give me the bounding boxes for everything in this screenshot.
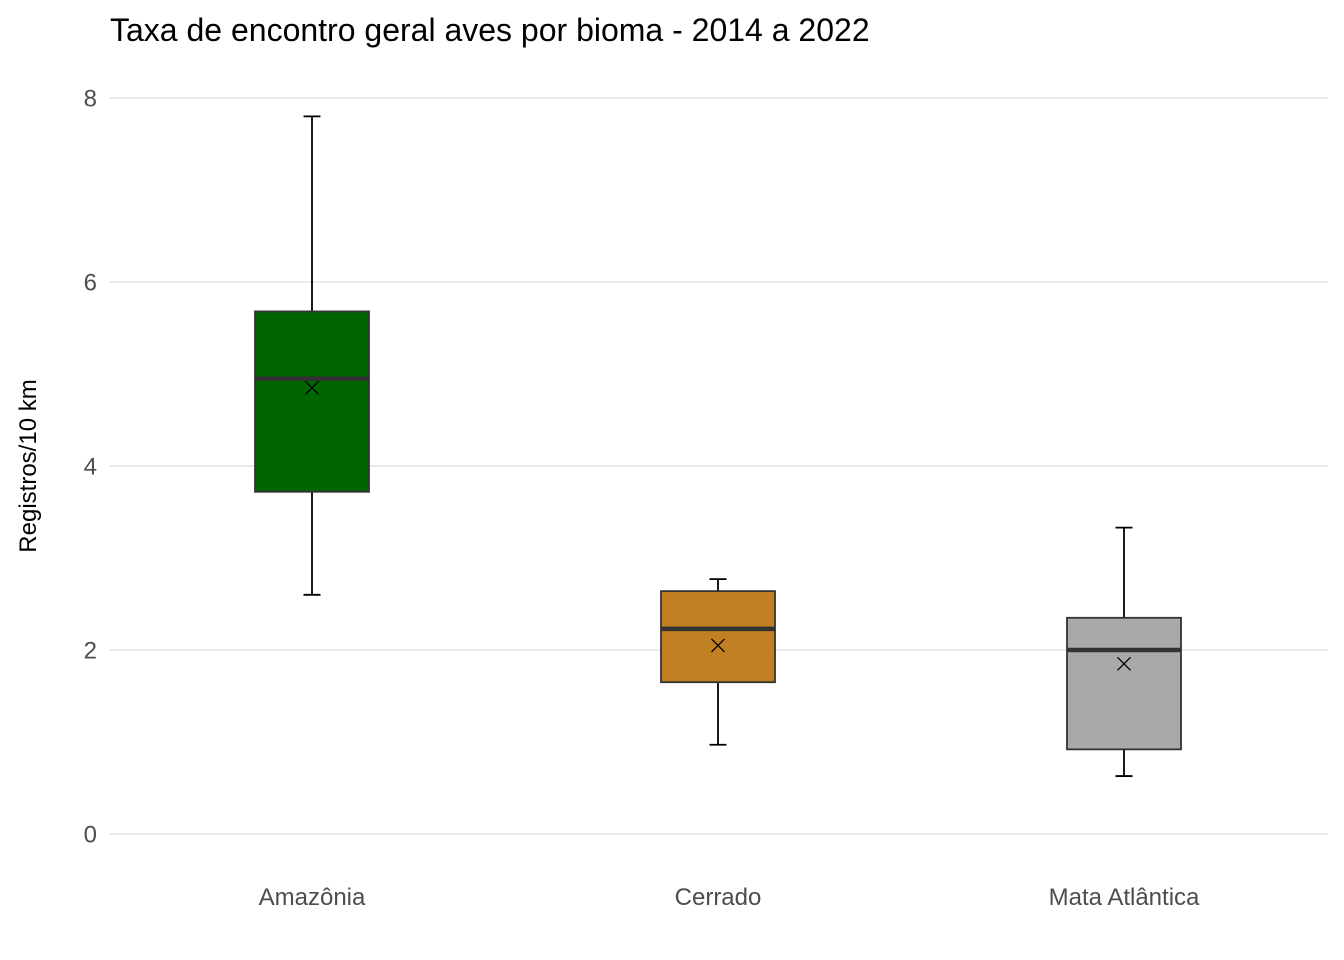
y-tick-label: 4 xyxy=(84,454,97,481)
mean-marker xyxy=(711,638,725,653)
y-tick-label: 0 xyxy=(84,822,97,849)
y-tick-labels: 0 2 4 6 8 xyxy=(84,86,97,849)
box-group xyxy=(660,578,776,746)
boxes xyxy=(254,115,1182,777)
y-tick-label: 6 xyxy=(84,270,97,297)
iqr-box xyxy=(254,310,370,493)
iqr-box xyxy=(1066,616,1182,751)
box-group xyxy=(254,115,370,596)
x-tick-label: Cerrado xyxy=(675,884,762,911)
x-tick-labels: Amazônia Cerrado Mata Atlântica xyxy=(259,884,1200,911)
x-tick-label: Amazônia xyxy=(259,884,366,911)
chart-title: Taxa de encontro geral aves por bioma - … xyxy=(110,12,870,48)
y-tick-label: 8 xyxy=(84,86,97,113)
y-tick-label: 2 xyxy=(84,638,97,665)
mean-marker xyxy=(1117,656,1131,671)
iqr-box xyxy=(660,590,776,684)
box-group xyxy=(1066,526,1182,777)
mean-marker xyxy=(305,380,319,395)
y-axis-label: Registros/10 km xyxy=(15,379,42,552)
x-tick-label: Mata Atlântica xyxy=(1049,884,1200,911)
